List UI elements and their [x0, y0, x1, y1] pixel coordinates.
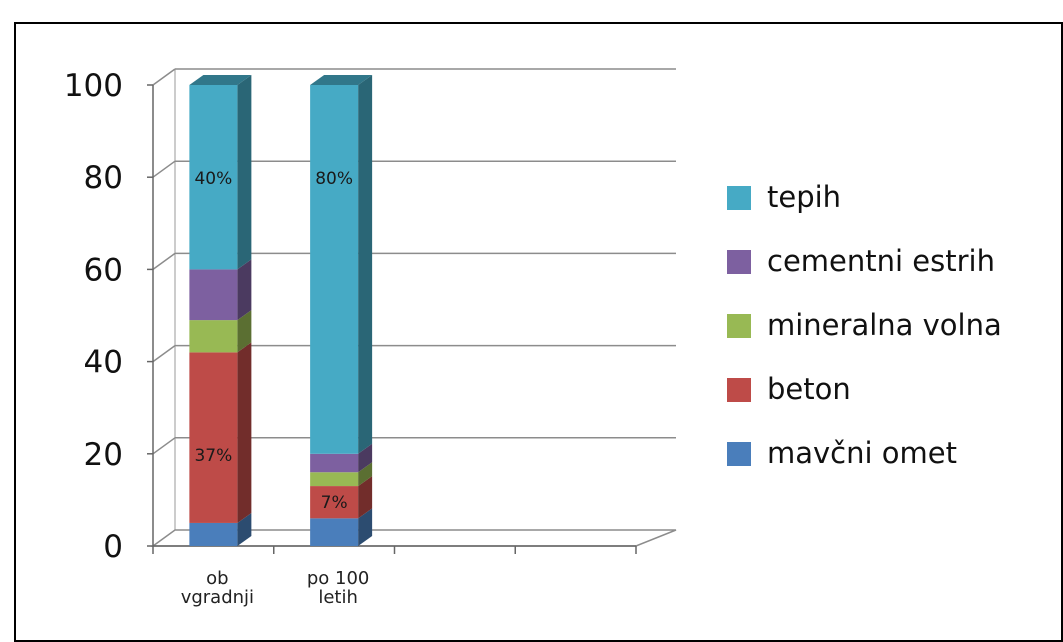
legend-swatch [727, 442, 751, 466]
chart-frame [14, 22, 1063, 642]
gridline-side [152, 344, 176, 363]
legend: tepih cementni estrih mineralna volna beton… [727, 180, 1002, 470]
legend-label: cementni estrih [767, 244, 995, 278]
data-label: 40% [194, 169, 232, 189]
bar-segment-1-0 [310, 518, 359, 546]
gridline-side [152, 160, 176, 178]
bar-side-0-1 [237, 342, 252, 523]
bar-top-0 [189, 75, 252, 85]
x-category-label: ob [206, 568, 228, 589]
bar-side-1-2 [358, 462, 373, 487]
legend-swatch [727, 186, 751, 210]
legend-label: tepih [767, 180, 841, 214]
bar-segment-0-3 [189, 269, 238, 321]
legend-swatch [727, 378, 751, 402]
bar-side-1-4 [358, 75, 373, 454]
x-category-label: letih [318, 587, 358, 608]
bar-segment-0-2 [189, 320, 238, 353]
legend-label: mineralna volna [767, 308, 1002, 342]
gridline-side [152, 437, 176, 455]
bar-segment-0-0 [189, 522, 238, 546]
data-label: 7% [321, 493, 348, 513]
bar-side-0-4 [237, 75, 252, 270]
y-tick-label: 0 [103, 529, 123, 565]
y-tick-label: 20 [84, 437, 123, 473]
data-label: 80% [315, 169, 353, 189]
bar-segment-1-2 [310, 472, 359, 487]
bar-side-0-3 [237, 259, 252, 321]
legend-label: beton [767, 372, 851, 406]
bar-segment-0-4 [189, 85, 238, 270]
y-tick-label: 80 [84, 160, 123, 196]
gridline-side [152, 68, 176, 86]
bars-layer [189, 75, 373, 546]
bar-side-0-2 [237, 310, 252, 353]
y-tick-label: 60 [84, 252, 123, 288]
bar-side-1-1 [358, 476, 373, 519]
bar-segment-1-3 [310, 453, 359, 473]
bar-segment-1-4 [310, 85, 359, 454]
grid-layer [150, 68, 677, 547]
data-label: 37% [194, 446, 232, 466]
bar-top-1 [310, 75, 373, 85]
bar-side-1-0 [358, 508, 373, 546]
axis-layer: 0 20 40 60 80 100 [64, 68, 637, 565]
x-category-label: vgradnji [181, 587, 254, 608]
y-tick-label: 100 [64, 68, 123, 104]
legend-swatch [727, 250, 751, 274]
bar-segment-1-1 [310, 486, 359, 519]
x-category-label: po 100 [307, 568, 370, 589]
legend-swatch [727, 314, 751, 338]
bar-side-1-3 [358, 443, 373, 473]
legend-label: mavčni omet [767, 436, 957, 470]
y-tick-label: 40 [84, 345, 123, 381]
gridline-side [152, 252, 176, 271]
bar-side-0-0 [237, 512, 252, 546]
bar-segment-0-1 [189, 352, 238, 523]
